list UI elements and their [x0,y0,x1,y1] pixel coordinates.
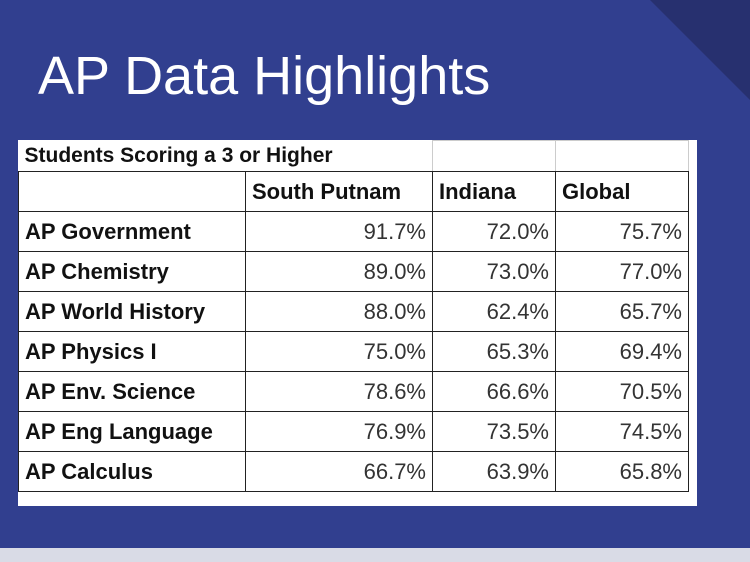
cell-value: 77.0% [555,251,689,292]
header-row: South Putnam Indiana Global [18,171,689,212]
slide-footer-strip [0,548,750,562]
cell-value: 70.5% [555,371,689,412]
data-table: Students Scoring a 3 or Higher South Put… [18,140,689,492]
row-label: AP World History [18,291,246,332]
column-header: Indiana [432,171,556,212]
cell-value: 75.0% [245,331,433,372]
cell-value: 78.6% [245,371,433,412]
row-label: AP Physics I [18,331,246,372]
data-row: AP Physics I 75.0% 65.3% 69.4% [18,331,689,372]
caption-row: Students Scoring a 3 or Higher [18,140,689,172]
cell-value: 69.4% [555,331,689,372]
column-header: Global [555,171,689,212]
cell-value: 76.9% [245,411,433,452]
cell-value: 62.4% [432,291,556,332]
slide-title: AP Data Highlights [38,46,491,106]
corner-decoration [650,0,750,100]
cell-value: 91.7% [245,211,433,252]
empty-cell [555,140,689,172]
data-row: AP World History 88.0% 62.4% 65.7% [18,291,689,332]
cell-value: 73.5% [432,411,556,452]
cell-value: 63.9% [432,451,556,492]
cell-value: 89.0% [245,251,433,292]
row-label: AP Chemistry [18,251,246,292]
cell-value: 65.8% [555,451,689,492]
table-caption: Students Scoring a 3 or Higher [18,140,433,172]
column-header: South Putnam [245,171,433,212]
cell-value: 66.7% [245,451,433,492]
data-row: AP Calculus 66.7% 63.9% 65.8% [18,451,689,492]
cell-value: 75.7% [555,211,689,252]
row-label: AP Government [18,211,246,252]
empty-cell [18,171,246,212]
table-image: Students Scoring a 3 or Higher South Put… [18,140,697,506]
data-row: AP Government 91.7% 72.0% 75.7% [18,211,689,252]
cell-value: 66.6% [432,371,556,412]
cell-value: 72.0% [432,211,556,252]
data-row: AP Chemistry 89.0% 73.0% 77.0% [18,251,689,292]
cell-value: 65.7% [555,291,689,332]
empty-cell [432,140,556,172]
data-row: AP Env. Science 78.6% 66.6% 70.5% [18,371,689,412]
data-row: AP Eng Language 76.9% 73.5% 74.5% [18,411,689,452]
row-label: AP Eng Language [18,411,246,452]
cell-value: 73.0% [432,251,556,292]
row-label: AP Env. Science [18,371,246,412]
cell-value: 65.3% [432,331,556,372]
cell-value: 88.0% [245,291,433,332]
row-label: AP Calculus [18,451,246,492]
cell-value: 74.5% [555,411,689,452]
